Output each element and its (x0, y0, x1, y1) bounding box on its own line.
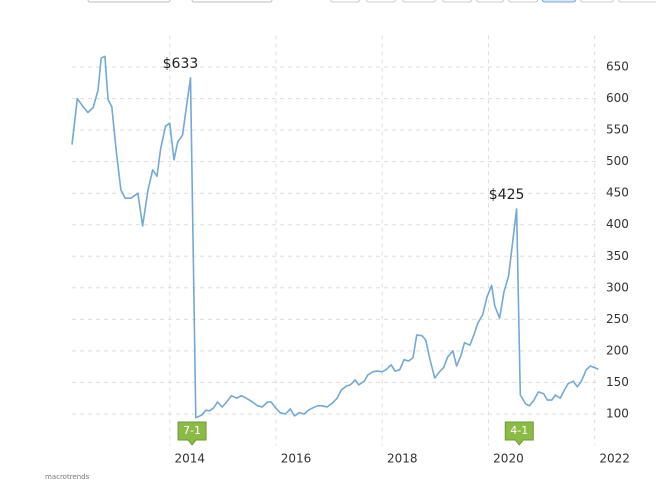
y-tick-label: 350 (606, 249, 629, 263)
y-tick-label: 100 (606, 406, 629, 420)
split-flag (177, 421, 207, 446)
split-flag (504, 421, 534, 446)
control[interactable] (191, 0, 273, 3)
button[interactable] (329, 0, 361, 3)
peak-label: $425 (489, 187, 525, 203)
button[interactable] (365, 0, 397, 3)
y-tick-label: 400 (606, 217, 629, 231)
split-label: 7-1 (183, 424, 201, 437)
y-tick-label: 250 (606, 312, 629, 326)
peak-label: $633 (163, 56, 199, 72)
range-buttons (329, 0, 656, 3)
y-tick-label: 500 (606, 154, 629, 168)
button[interactable] (441, 0, 473, 3)
y-tick-label: 300 (606, 280, 629, 294)
x-tick-label: 2020 (493, 452, 524, 466)
x-tick-label: 2018 (387, 452, 418, 466)
split-marker: 4-1 (504, 421, 534, 446)
button[interactable] (401, 0, 437, 3)
button[interactable] (475, 0, 505, 3)
y-tick-label: 600 (606, 91, 629, 105)
y-tick-label: 150 (606, 375, 629, 389)
button[interactable] (507, 0, 539, 3)
button[interactable] (579, 0, 615, 3)
y-tick-label: 450 (606, 186, 629, 200)
button[interactable] (541, 0, 577, 3)
split-marker: 7-1 (177, 421, 207, 446)
y-tick-label: 550 (606, 123, 629, 137)
x-tick-label: 2022 (599, 452, 630, 466)
button[interactable] (617, 0, 656, 3)
split-label: 4-1 (510, 424, 528, 437)
y-tick-label: 200 (606, 343, 629, 357)
price-line (71, 55, 599, 419)
x-tick-label: 2014 (174, 452, 205, 466)
source: macrotrends (45, 473, 90, 479)
y-tick-label: 650 (606, 60, 629, 74)
control[interactable] (87, 0, 171, 3)
x-tick-label: 2016 (281, 452, 312, 466)
